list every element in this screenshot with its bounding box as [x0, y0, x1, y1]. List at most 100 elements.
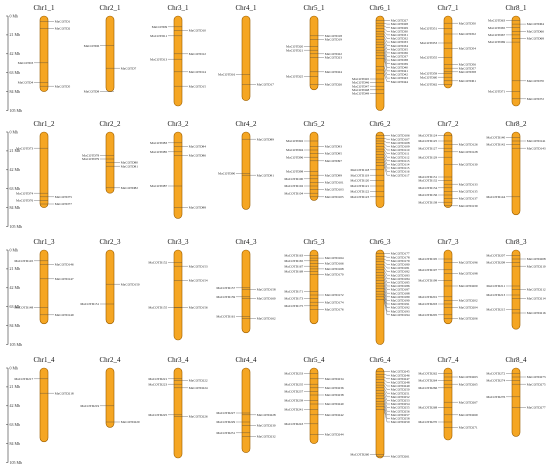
axis-tick-label: 42 Mb	[10, 285, 21, 290]
gene-label: MaCOTD189	[391, 295, 410, 299]
gene-label: MaCOTD110	[391, 148, 410, 152]
gene-label: MaCOTD186	[391, 284, 410, 288]
gene-label: MaCOTD58	[459, 70, 476, 74]
gene-label: MaCOTD128	[459, 150, 478, 154]
gene-label: MaCOTD47	[352, 84, 369, 88]
gene-label: MaCOTD174	[325, 300, 344, 304]
gene-label: MaCOTD203	[418, 302, 437, 306]
chromosome-title: Chr3_3	[168, 238, 190, 246]
chromosome-bar	[173, 367, 183, 459]
gene-label: MaCOTD116	[391, 170, 410, 174]
gene-label: MaCOTD140	[486, 136, 505, 140]
gene-label: MaCOTD90	[218, 172, 235, 176]
gene-connector	[383, 52, 390, 64]
gene-label: MaCOTD217	[14, 377, 33, 381]
gene-label: MaCOTD6	[84, 44, 100, 48]
gene-label: MaCOTD240	[325, 402, 344, 406]
gene-connector	[383, 264, 390, 269]
gene-label: MaCOTD73	[16, 146, 33, 150]
chromosome-row: 0 Mb 21 Mb 42 Mb 63 Mb 84 Mb 105 Mb Chr1_4 MaCO…	[6, 356, 546, 465]
gene-label: MaCOTD27	[391, 19, 408, 23]
gene-label: MaCOTD255	[391, 406, 410, 410]
gene-label: MaCOTD102	[284, 184, 303, 188]
gene-label: MaCOTD19	[325, 38, 342, 42]
gene-label: MaCOTD78	[82, 154, 99, 158]
gene-label: MaCOTD1	[55, 20, 71, 24]
gene-label: MaCOTD45	[352, 77, 369, 81]
gene-label: MaCOTD152	[148, 261, 167, 265]
axis-tick-label: 21 Mb	[10, 148, 21, 153]
gene-label: MaCOTD197	[418, 268, 437, 272]
gene-label: MaCOTD210	[527, 264, 546, 268]
gene-label: MaCOTD131	[418, 175, 437, 179]
chromosome-title: Chr7_2	[438, 120, 460, 128]
gene-label: MaCOTD147	[55, 277, 74, 281]
gene-label: MaCOTD241	[284, 408, 303, 412]
axis-tick-label: 0 Mb	[10, 13, 19, 18]
chromosome-title: Chr8_3	[506, 238, 528, 246]
gene-label: MaCOTD26	[325, 83, 342, 87]
gene-label: MaCOTD176	[325, 308, 344, 312]
gene-label: MaCOTD56	[459, 63, 476, 67]
gene-label: MaCOTD239	[284, 399, 303, 403]
gene-label: MaCOTD118	[350, 168, 369, 172]
gene-label: MaCOTD14	[189, 70, 206, 74]
chromosome-title: Chr7_1	[438, 4, 460, 12]
gene-label: MaCOTD97	[325, 159, 342, 163]
gene-label: MaCOTD71	[488, 90, 505, 94]
gene-connector	[383, 140, 390, 143]
gene-label: MaCOTD158	[257, 288, 276, 292]
gene-label: MaCOTD252	[391, 395, 410, 399]
gene-connector	[383, 256, 390, 258]
gene-label: MaCOTD177	[391, 252, 410, 256]
chromosome-bar	[511, 15, 521, 107]
gene-connector	[383, 390, 390, 397]
axis-tick-label: 84 Mb	[10, 323, 21, 328]
axis-tick-label: 63 Mb	[10, 186, 21, 191]
gene-label: MaCOTD264	[418, 379, 437, 383]
chromosome-title: Chr7_4	[438, 356, 460, 364]
gene-label: MaCOTD196	[459, 261, 478, 265]
gene-connector	[383, 294, 390, 308]
gene-connector	[383, 33, 390, 39]
gene-connector	[383, 143, 390, 147]
gene-connector	[383, 162, 390, 172]
gene-label: MaCOTD199	[418, 279, 437, 283]
gene-label: MaCOTD3	[18, 61, 34, 65]
gene-label: MaCOTD109	[391, 145, 410, 149]
gene-connector	[383, 385, 390, 390]
chromosome-bar	[309, 249, 319, 325]
gene-label: MaCOTD218	[55, 391, 74, 395]
gene-label: MaCOTD108	[391, 141, 410, 145]
gene-label: MaCOTD59	[420, 72, 437, 76]
gene-label: MaCOTD213	[486, 293, 505, 297]
chromosome-chr5-2: Chr5_2 MaCOTD92 MaCOTD94 MaCOTD96 MaCOTD98 Ma…	[284, 120, 344, 201]
gene-connector	[383, 283, 390, 294]
scale-axis: 0 Mb 21 Mb 42 Mb 63 Mb 84 Mb 105 Mb	[6, 13, 22, 113]
gene-label: MaCOTD25	[286, 74, 303, 78]
gene-label: MaCOTD246	[391, 373, 410, 377]
gene-label: MaCOTD49	[352, 92, 369, 96]
gene-label: MaCOTD122	[350, 190, 369, 194]
chromosome-row: 0 Mb 21 Mb 42 Mb 63 Mb 84 Mb 105 Mb Chr1_2 MaCO…	[6, 120, 546, 229]
gene-label: MaCOTD181	[391, 266, 410, 270]
chromosome-bar	[443, 131, 453, 208]
gene-label: MaCOTD20	[286, 45, 303, 49]
gene-label: MaCOTD13	[150, 57, 167, 61]
chromosome-chr4-2: Chr4_2 MaCOTD90 MaCOTD89 MaCOTD91	[218, 120, 274, 210]
chromosome-title: Chr5_1	[304, 4, 326, 12]
gene-label: MaCOTD253	[391, 399, 410, 403]
gene-connector	[383, 138, 390, 140]
gene-label: MaCOTD178	[391, 255, 410, 259]
chromosome-title: Chr2_4	[100, 356, 122, 364]
chromosome-title: Chr4_2	[236, 120, 258, 128]
gene-label: MaCOTD161	[216, 315, 235, 319]
gene-label: MaCOTD38	[391, 58, 408, 62]
gene-label: MaCOTD228	[257, 413, 276, 417]
gene-label: MaCOTD107	[391, 137, 410, 141]
chromosome-chr2-4: Chr2_4 MaCOTD219 MaCOTD220	[80, 356, 140, 428]
gene-label: MaCOTD201	[418, 295, 437, 299]
chromosome-chr4-4: Chr4_4 MaCOTD227 MaCOTD229 MaCOTD231 MaCOTD2…	[216, 356, 276, 453]
gene-label: MaCOTD74	[16, 191, 33, 195]
gene-label: MaCOTD183	[391, 273, 410, 277]
